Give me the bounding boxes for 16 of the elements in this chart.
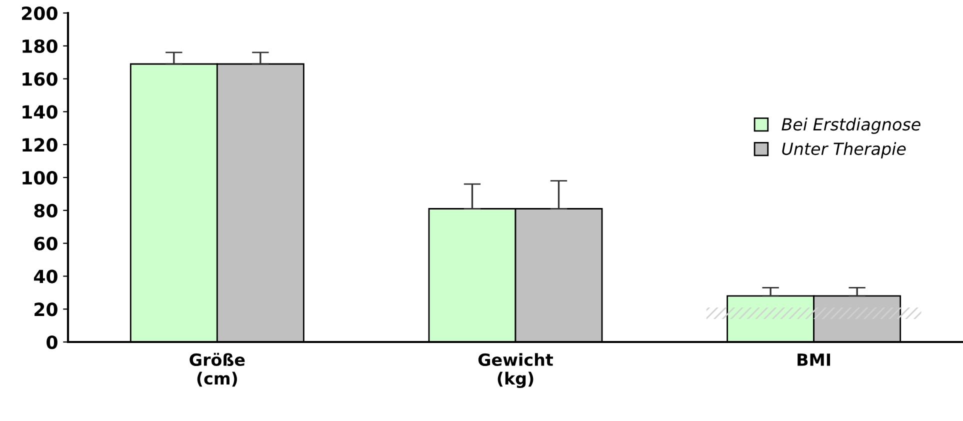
legend-label: Unter Therapie <box>782 142 906 158</box>
y-tick-label: 40 <box>34 270 58 284</box>
y-tick-label: 140 <box>22 105 58 119</box>
y-tick-label: 0 <box>46 335 58 350</box>
x-tick-label: Gewicht (kg) <box>478 353 554 388</box>
x-tick-label: BMI <box>798 354 830 366</box>
y-tick-label: 80 <box>34 204 58 218</box>
y-tick-label: 160 <box>22 72 58 86</box>
y-tick-label: 180 <box>22 39 58 54</box>
y-tick-label: 120 <box>22 138 58 152</box>
y-tick-label: 100 <box>22 170 58 185</box>
legend-label: Bei Erstdiagnose <box>782 118 920 134</box>
y-tick-label: 200 <box>22 6 58 20</box>
y-tick-label: 20 <box>34 302 58 316</box>
y-tick-label: 60 <box>34 236 58 250</box>
x-tick-label: Größe (cm) <box>190 352 245 387</box>
